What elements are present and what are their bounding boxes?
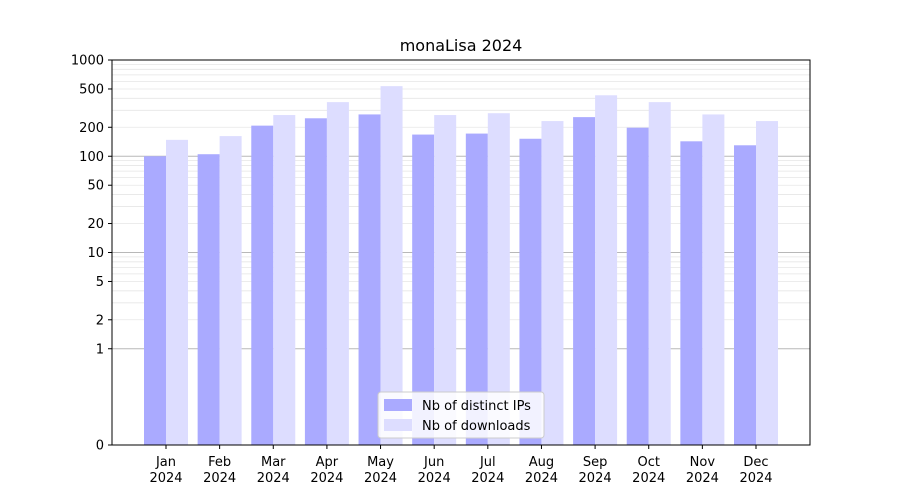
- y-tick-label: 500: [79, 82, 104, 97]
- y-tick-label: 200: [79, 121, 104, 136]
- bar-distinct-ips: [304, 118, 327, 445]
- x-tick-label-year: 2024: [632, 471, 665, 486]
- x-tick-label-year: 2024: [149, 471, 182, 486]
- x-tick-label-month: Dec: [743, 455, 768, 470]
- bar-downloads: [648, 102, 671, 446]
- x-tick-label-year: 2024: [257, 471, 290, 486]
- x-tick-label-year: 2024: [739, 471, 772, 486]
- x-tick-label-month: Jan: [155, 455, 176, 470]
- legend-label: Nb of distinct IPs: [422, 399, 531, 414]
- x-tick-label-year: 2024: [579, 471, 612, 486]
- x-tick-label-year: 2024: [471, 471, 504, 486]
- bar-distinct-ips: [626, 127, 649, 445]
- y-tick-label: 0: [96, 439, 104, 454]
- x-tick-label-month: Aug: [529, 455, 554, 470]
- bar-downloads: [487, 113, 510, 446]
- bar-distinct-ips: [465, 133, 488, 445]
- x-axis: Jan2024Feb2024Mar2024Apr2024May2024Jun20…: [149, 445, 773, 486]
- x-tick-label-month: Sep: [583, 455, 608, 470]
- bar-downloads: [273, 115, 296, 445]
- x-tick-label-year: 2024: [418, 471, 451, 486]
- bar-distinct-ips: [734, 145, 756, 445]
- bar-downloads: [380, 86, 403, 446]
- x-tick-label-month: May: [367, 455, 394, 470]
- y-tick-label: 10: [87, 246, 104, 261]
- legend-label: Nb of downloads: [422, 419, 531, 434]
- legend-swatch: [384, 399, 412, 411]
- legend-swatch: [384, 419, 412, 431]
- y-tick-label: 100: [79, 150, 104, 165]
- bar-distinct-ips: [573, 117, 596, 445]
- bar-distinct-ips: [197, 154, 220, 446]
- x-tick-label-month: Jun: [423, 455, 444, 470]
- bar-distinct-ips: [251, 125, 274, 445]
- bar-distinct-ips: [680, 141, 703, 446]
- x-tick-label-year: 2024: [203, 471, 236, 486]
- x-tick-label-month: Mar: [261, 455, 286, 470]
- bar-downloads: [166, 139, 188, 445]
- bar-downloads: [219, 136, 242, 446]
- x-tick-label-year: 2024: [525, 471, 558, 486]
- y-tick-label: 2: [96, 313, 104, 328]
- legend-box: [377, 391, 545, 439]
- bar-distinct-ips: [358, 114, 381, 446]
- y-tick-label: 20: [87, 217, 104, 232]
- bar-downloads: [756, 121, 778, 446]
- bar-distinct-ips: [519, 138, 542, 445]
- bar-distinct-ips: [144, 156, 166, 445]
- bar-downloads: [702, 114, 725, 446]
- bar-distinct-ips: [412, 134, 435, 446]
- y-tick-label: 1000: [71, 54, 104, 69]
- x-tick-label-year: 2024: [686, 471, 719, 486]
- x-tick-label-month: Jul: [479, 455, 496, 470]
- x-tick-label-month: Nov: [690, 455, 716, 470]
- x-tick-label-month: Oct: [637, 455, 659, 470]
- x-tick-label-month: Feb: [208, 455, 231, 470]
- legend: Nb of distinct IPs Nb of downloads: [377, 391, 545, 439]
- x-tick-label-year: 2024: [310, 471, 343, 486]
- bar-downloads: [541, 121, 564, 446]
- bar-downloads: [595, 95, 618, 446]
- y-tick-label: 50: [87, 179, 104, 194]
- bars: [144, 86, 778, 446]
- chart-title: monaLisa 2024: [400, 36, 523, 55]
- y-tick-label: 5: [96, 275, 104, 290]
- y-tick-label: 1: [96, 342, 104, 357]
- bar-downloads: [326, 102, 349, 446]
- y-axis: 0 1 2 5 10 20 50 100 200 500 1000: [71, 54, 112, 454]
- bar-downloads: [434, 115, 457, 445]
- x-tick-label-year: 2024: [364, 471, 397, 486]
- x-tick-label-month: Apr: [316, 455, 339, 470]
